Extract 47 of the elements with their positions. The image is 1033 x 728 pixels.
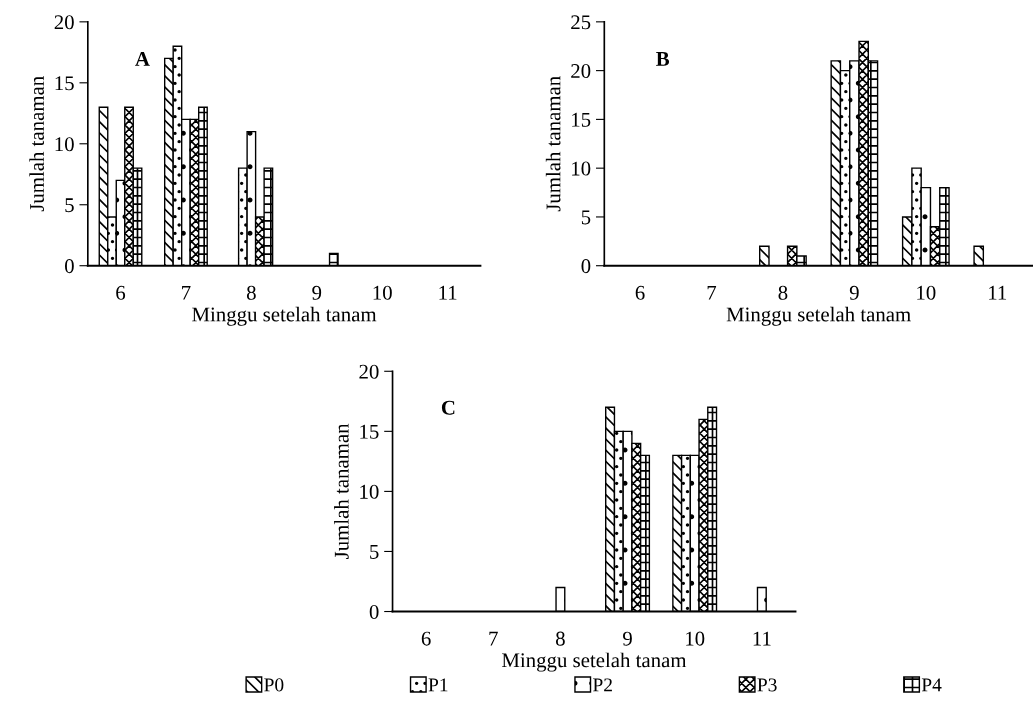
y-tick-label: 10 [360,484,379,499]
x-tick-label: 6 [116,285,126,300]
y-tick-label: 25 [571,15,591,30]
legend-label: P0 [264,678,284,692]
y-tick-label: 15 [572,112,591,127]
y-tick-label: 5 [581,210,591,225]
x-tick-label: 9 [623,631,632,646]
y-axis-title: Jumlah tanaman [29,76,44,212]
x-tick-label: 8 [246,285,256,300]
y-tick-label: 10 [55,137,74,152]
y-axis-title: Jumlah tanaman [334,423,349,559]
x-axis-title: Minggu setelah tanam [726,306,911,326]
y-tick-label: 10 [572,161,591,176]
annotation: B [656,52,670,66]
y-tick-label: 0 [581,259,591,274]
annotation: A [135,51,150,66]
y-tick-label: 20 [359,364,379,379]
legend-label: P4 [921,678,942,692]
x-tick-label: 9 [849,285,859,300]
y-tick-label: 5 [65,198,74,213]
x-tick-label: 10 [686,631,705,646]
x-tick-label: 7 [182,285,191,300]
y-tick-label: 20 [54,15,74,30]
y-tick-label: 20 [571,63,591,79]
x-tick-label: 11 [989,285,1007,300]
x-tick-label: 7 [707,285,717,300]
y-tick-label: 0 [369,604,379,619]
y-tick-label: 15 [55,76,74,91]
y-tick-label: 0 [64,259,74,274]
x-tick-label: 10 [917,285,936,300]
x-axis-title: Minggu setelah tanam [192,306,377,326]
x-tick-label: 8 [778,285,788,300]
x-tick-label: 11 [753,631,771,646]
y-tick-label: 15 [360,424,379,439]
x-tick-label: 9 [312,285,322,300]
legend-label: P1 [428,678,448,692]
y-tick-label: 5 [370,545,379,559]
x-tick-label: 8 [555,631,565,646]
y-axis-title: Jumlah tanaman [545,76,561,212]
legend-label: P2 [593,678,612,692]
x-tick-label: 6 [635,285,645,300]
legend-label: P3 [757,678,777,692]
annotation: C [441,400,455,415]
x-tick-label: 11 [439,285,457,300]
x-tick-label: 7 [489,631,498,646]
x-axis-title: Minggu setelah tanam [502,652,687,672]
x-tick-label: 6 [421,631,431,646]
